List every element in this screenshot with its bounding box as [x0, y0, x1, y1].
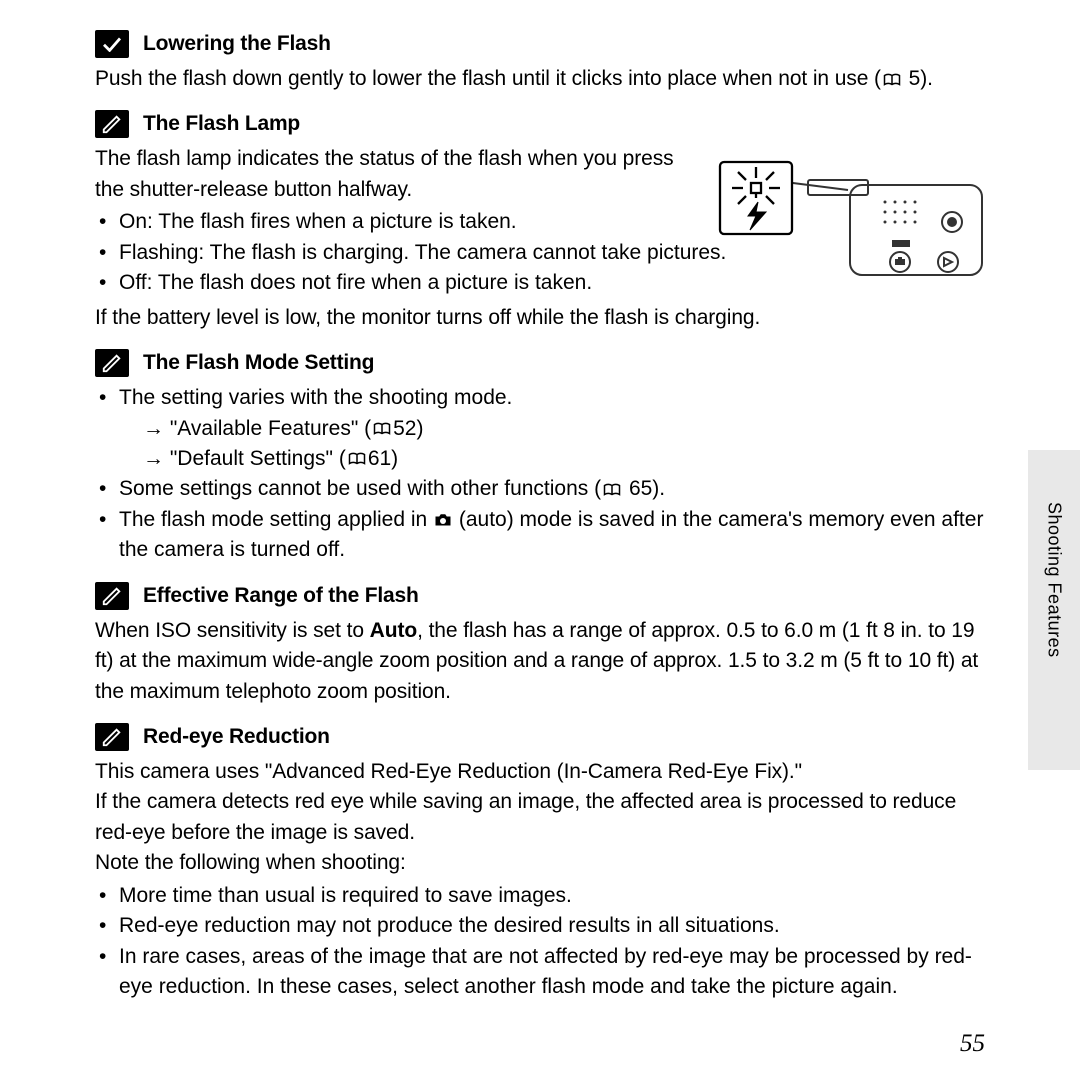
list-item: Some settings cannot be used with other … [95, 474, 985, 504]
list-item: More time than usual is required to save… [95, 881, 985, 911]
list-item: The flash mode setting applied in (auto)… [95, 505, 985, 566]
book-icon [603, 483, 621, 497]
text-part: → "Available Features" ( [143, 414, 371, 444]
flash-lamp-diagram [710, 160, 985, 285]
section-lowering-flash: Lowering the Flash Push the flash down g… [95, 30, 985, 94]
pencil-icon [95, 349, 129, 377]
list-item: The setting varies with the shooting mod… [95, 383, 985, 474]
book-icon [373, 422, 391, 436]
text-part: 65). [623, 477, 665, 500]
section-header: Red-eye Reduction [95, 723, 985, 751]
text-part: 61) [368, 444, 398, 474]
pencil-icon [95, 110, 129, 138]
side-tab-label: Shooting Features [1044, 502, 1065, 658]
check-icon [95, 30, 129, 58]
section-header: Effective Range of the Flash [95, 582, 985, 610]
text-part: Some settings cannot be used with other … [119, 477, 601, 500]
sub-reference-list: → "Available Features" ( 52) → "Default … [143, 414, 985, 475]
text-part: The flash mode setting applied in [119, 508, 433, 531]
list-item: In rare cases, areas of the image that a… [95, 942, 985, 1003]
text-part: When ISO sensitivity is set to [95, 619, 370, 642]
body-text: Push the flash down gently to lower the … [95, 64, 985, 94]
paragraph: This camera uses "Advanced Red-Eye Reduc… [95, 757, 985, 787]
list-item: Red-eye reduction may not produce the de… [95, 911, 985, 941]
heading: Effective Range of the Flash [143, 584, 419, 608]
section-header: Lowering the Flash [95, 30, 985, 58]
pencil-icon [95, 723, 129, 751]
section-red-eye: Red-eye Reduction This camera uses "Adva… [95, 723, 985, 1003]
body-text: When ISO sensitivity is set to Auto, the… [95, 616, 985, 707]
side-tab: Shooting Features [1028, 450, 1080, 770]
book-icon [348, 452, 366, 466]
heading: Lowering the Flash [143, 32, 331, 56]
text-part: Push the flash down gently to lower the … [95, 67, 881, 90]
text-part: 5). [903, 67, 933, 90]
manual-page: Lowering the Flash Push the flash down g… [0, 0, 1080, 1080]
text-bold: Auto [370, 619, 417, 642]
camera-icon [434, 512, 452, 527]
section-flash-mode: The Flash Mode Setting The setting varie… [95, 349, 985, 566]
sub-reference: → "Default Settings" ( 61) [143, 444, 985, 474]
text-part: The setting varies with the shooting mod… [119, 386, 512, 409]
after-text: If the battery level is low, the monitor… [95, 303, 985, 333]
intro-text: The flash lamp indicates the status of t… [95, 144, 695, 205]
text-part: → "Default Settings" ( [143, 444, 346, 474]
section-effective-range: Effective Range of the Flash When ISO se… [95, 582, 985, 707]
pencil-icon [95, 582, 129, 610]
section-header: The Flash Mode Setting [95, 349, 985, 377]
heading: The Flash Mode Setting [143, 351, 374, 375]
book-icon [883, 73, 901, 87]
bullet-list: The setting varies with the shooting mod… [95, 383, 985, 566]
paragraph: If the camera detects red eye while savi… [95, 787, 985, 848]
heading: Red-eye Reduction [143, 725, 330, 749]
bullet-list: More time than usual is required to save… [95, 881, 985, 1003]
section-header: The Flash Lamp [95, 110, 985, 138]
sub-reference: → "Available Features" ( 52) [143, 414, 985, 444]
paragraph: Note the following when shooting: [95, 848, 985, 878]
heading: The Flash Lamp [143, 112, 300, 136]
text-part: 52) [393, 414, 423, 444]
page-number: 55 [960, 1030, 985, 1058]
